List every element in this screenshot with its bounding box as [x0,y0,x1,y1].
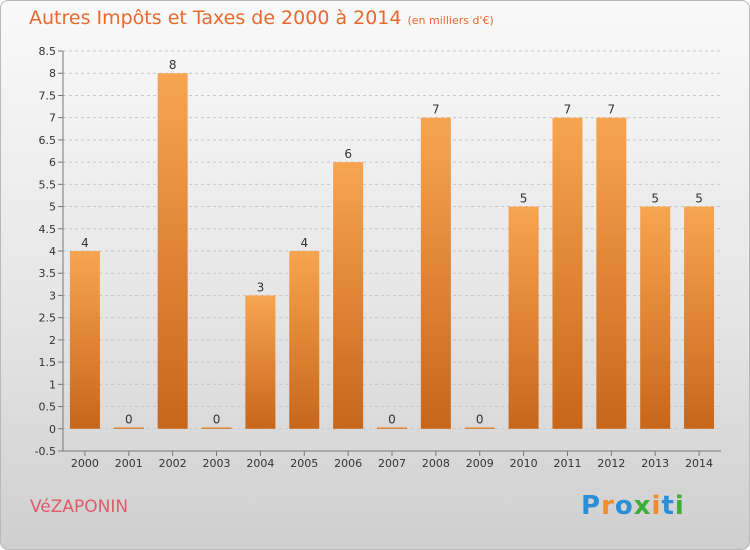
bar [420,117,451,429]
y-tick-label: 2.5 [39,312,57,325]
value-label: 7 [564,103,572,117]
x-tick-label: 2010 [510,457,538,470]
bar [596,117,627,429]
value-label: 4 [300,236,308,250]
x-tick-label: 2011 [553,457,581,470]
value-label: 7 [608,103,616,117]
value-label: 5 [695,192,703,206]
bar [113,427,144,429]
y-tick-label: 5 [49,201,56,214]
bar [333,162,364,429]
y-tick-label: 6 [49,156,56,169]
value-label: 0 [476,412,484,426]
x-tick-label: 2001 [115,457,143,470]
y-tick-label: 0.5 [39,401,57,414]
value-label: 6 [344,147,352,161]
bar [201,427,232,429]
value-label: 0 [125,412,133,426]
bar [245,295,276,429]
y-tick-label: 2 [49,334,56,347]
bar [464,427,495,429]
y-tick-label: 1.5 [39,356,57,369]
bar [157,73,188,429]
chart-unit: (en milliers d'€) [407,14,494,27]
value-label: 0 [388,412,396,426]
bar [640,206,671,429]
bars [69,73,715,429]
x-tick-label: 2003 [203,457,231,470]
x-tick-label: 2002 [159,457,187,470]
town-name: VéZAPONIN [30,497,129,517]
y-tick-label: 8.5 [39,45,57,58]
value-label: 0 [213,412,221,426]
y-tick-label: 6.5 [39,134,57,147]
value-label: 3 [257,280,265,294]
y-tick-label: 7.5 [39,89,57,102]
chart-title-text: Autres Impôts et Taxes de 2000 à 2014 [29,7,402,29]
y-tick-labels: -0.5 0 0.5 1 1.5 2 2.5 3 3.5 4 4.5 5 5.5 6 6.5 7 7.5 8 8.5 [35,45,56,458]
y-tick-label: 0 [49,423,56,436]
x-tick-label: 2007 [378,457,406,470]
x-tick-label: 2013 [641,457,669,470]
x-tick-label: 2014 [685,457,713,470]
y-tick-label: 4 [49,245,56,258]
x-tick-labels: 2000 2001 2002 2003 2004 2005 2006 2007 2008 2009… [71,451,713,470]
y-tick-label: 7 [49,112,56,125]
value-label: 5 [520,192,528,206]
value-label: 5 [651,192,659,206]
y-tick-label: 8 [49,67,56,80]
chart-title: Autres Impôts et Taxes de 2000 à 2014 (en… [29,7,494,29]
proxiti-logo: Proxiti [581,491,685,521]
bar [552,117,583,429]
bar [508,206,539,429]
x-tick-label: 2004 [246,457,274,470]
y-tick-label: 5.5 [39,178,57,191]
value-label: 7 [432,103,440,117]
x-tick-label: 2000 [71,457,99,470]
x-tick-label: 2012 [597,457,625,470]
x-tick-label: 2005 [290,457,318,470]
y-tick-label: 4.5 [39,223,57,236]
x-tick-label: 2008 [422,457,450,470]
x-tick-label: 2006 [334,457,362,470]
y-tick-label: 3.5 [39,267,57,280]
value-label: 4 [81,236,89,250]
y-tick-label: 3 [49,289,56,302]
x-tick-label: 2009 [466,457,494,470]
bar [289,251,320,429]
y-tick-label: -0.5 [35,445,56,458]
y-tick-label: 1 [49,378,56,391]
value-labels: 4 0 8 0 3 4 6 0 7 0 5 7 7 5 5 [81,58,703,426]
bar [377,427,407,429]
value-label: 8 [169,58,177,72]
bar [69,251,100,429]
bar [684,206,715,429]
